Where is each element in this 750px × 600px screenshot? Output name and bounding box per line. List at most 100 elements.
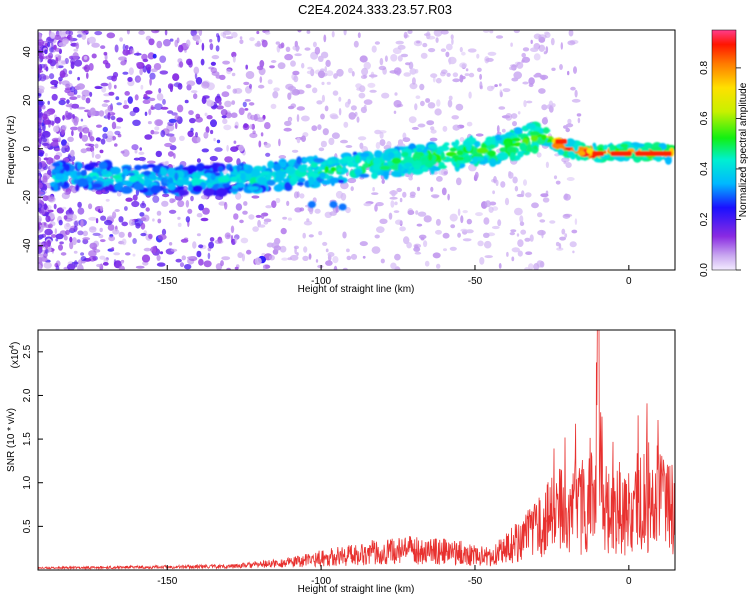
heatmap-cell: [446, 157, 455, 162]
heatmap-cell: [181, 255, 186, 261]
heatmap-cell: [249, 132, 258, 139]
heatmap-cell: [143, 247, 151, 252]
heatmap-cell: [321, 81, 325, 86]
heatmap-cell: [145, 90, 153, 95]
heatmap-cell: [157, 218, 162, 224]
x-tick-label: -100: [311, 576, 331, 587]
heatmap-cell: [462, 238, 472, 242]
heatmap-cell: [226, 267, 231, 270]
heatmap-cell: [273, 163, 282, 172]
heatmap-cell: [70, 58, 76, 65]
heatmap-cell: [210, 67, 217, 74]
heatmap-cell: [216, 33, 220, 38]
heatmap-cell: [476, 53, 480, 59]
heatmap-cell: [620, 143, 629, 148]
heatmap-cell: [147, 121, 152, 125]
heatmap-cell: [294, 207, 303, 213]
heatmap-cell: [57, 65, 64, 69]
heatmap-cell: [105, 198, 110, 202]
heatmap-cell: [58, 137, 62, 143]
heatmap-cell: [275, 177, 283, 183]
heatmap-cell: [529, 131, 540, 136]
heatmap-cell: [69, 35, 74, 43]
heatmap-cell: [417, 123, 426, 128]
heatmap-cell: [384, 55, 388, 62]
heatmap-cell: [573, 66, 577, 74]
heatmap-cell: [372, 157, 381, 165]
heatmap-cell: [479, 257, 485, 265]
bottom-y-axis-label: SNR (10 * v/v): [6, 408, 17, 472]
heatmap-cell: [74, 220, 79, 228]
heatmap-cell: [42, 195, 49, 202]
heatmap-cell: [610, 151, 632, 157]
heatmap-cell: [347, 98, 351, 105]
heatmap-cell: [83, 55, 88, 60]
x-tick-label: -50: [468, 276, 483, 287]
heatmap-cell: [459, 62, 468, 68]
heatmap-cell: [88, 203, 93, 210]
heatmap-cell: [161, 200, 169, 207]
heatmap-cell: [287, 257, 292, 261]
heatmap-cell: [230, 112, 238, 118]
heatmap-cell: [301, 62, 305, 69]
heatmap-cell: [208, 241, 215, 249]
heatmap-cell: [61, 139, 67, 147]
y-tick-label: 0: [22, 146, 33, 152]
heatmap-cell: [220, 260, 224, 267]
heatmap-cell: [445, 51, 450, 58]
heatmap-cell: [452, 78, 461, 83]
heatmap-cell: [524, 237, 531, 242]
heatmap-cell: [43, 261, 52, 269]
heatmap-cell: [271, 200, 277, 208]
heatmap-cell: [360, 106, 367, 114]
heatmap-cell: [38, 67, 42, 75]
heatmap-cell: [296, 191, 300, 198]
heatmap-cell: [301, 135, 306, 142]
heatmap-cell: [326, 70, 334, 77]
heatmap-cell: [513, 127, 523, 135]
heatmap-cell: [106, 32, 116, 39]
heatmap-cell: [340, 192, 347, 201]
heatmap-cell: [76, 83, 85, 90]
heatmap-cell: [50, 141, 59, 147]
heatmap-cell: [158, 88, 162, 94]
heatmap-cell: [308, 253, 312, 260]
heatmap-cell: [367, 82, 376, 88]
heatmap-cell: [258, 140, 262, 148]
heatmap-cell: [496, 152, 509, 161]
heatmap-cell: [317, 70, 326, 79]
heatmap-cell: [417, 211, 427, 217]
heatmap-cell: [213, 137, 216, 142]
heatmap-cell: [169, 38, 174, 42]
heatmap-cell: [327, 252, 335, 257]
heatmap-cell: [350, 186, 354, 192]
heatmap-cell: [91, 42, 100, 48]
heatmap-cell: [387, 152, 395, 159]
heatmap-cell: [215, 187, 228, 197]
heatmap-cell: [69, 241, 74, 250]
heatmap-cell: [592, 151, 605, 157]
heatmap-cell: [577, 150, 586, 156]
heatmap-cell: [509, 152, 516, 162]
heatmap-cell: [248, 214, 255, 220]
x-tick-label: -100: [311, 276, 331, 287]
heatmap-cell: [151, 30, 160, 34]
heatmap-cell: [287, 105, 295, 110]
heatmap-cell: [45, 66, 49, 72]
heatmap-cell: [106, 130, 114, 138]
heatmap-cell: [259, 60, 265, 68]
heatmap-cell: [82, 127, 90, 134]
heatmap-cell: [267, 160, 275, 169]
heatmap-cell: [190, 90, 198, 94]
heatmap-cell: [368, 74, 378, 78]
heatmap-cell: [464, 73, 470, 77]
heatmap-cell: [440, 151, 445, 160]
snr-series-line: [38, 330, 675, 570]
heatmap-cell: [61, 124, 67, 130]
heatmap-cell: [70, 126, 79, 131]
heatmap-cell: [329, 177, 341, 184]
heatmap-cell: [54, 34, 62, 40]
heatmap-cell: [125, 197, 133, 202]
heatmap-cell: [394, 253, 401, 261]
heatmap-cell: [205, 126, 210, 134]
